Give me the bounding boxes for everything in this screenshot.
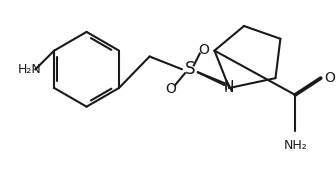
Text: S: S: [185, 60, 195, 78]
Text: O: O: [165, 82, 176, 96]
Text: N: N: [224, 81, 235, 95]
Text: NH₂: NH₂: [283, 139, 307, 152]
Text: H₂N: H₂N: [18, 63, 41, 76]
Text: O: O: [198, 43, 209, 57]
Text: N: N: [224, 79, 235, 93]
Text: O: O: [325, 71, 336, 85]
